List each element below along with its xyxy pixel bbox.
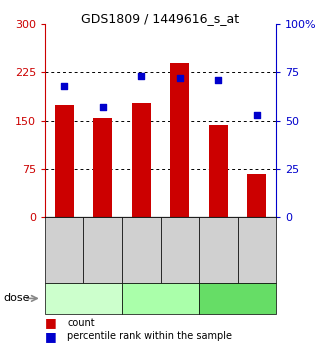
Text: ■: ■	[45, 316, 57, 329]
Text: 0.5 ug/ml: 0.5 ug/ml	[214, 294, 261, 303]
Point	[216, 77, 221, 83]
Text: count: count	[67, 318, 95, 327]
Point	[139, 73, 144, 79]
Text: GSM88334: GSM88334	[60, 229, 69, 271]
Text: ■: ■	[45, 330, 57, 343]
Bar	[55, 105, 74, 217]
Bar	[132, 103, 151, 217]
Bar	[170, 63, 189, 217]
Text: GDS1809 / 1449616_s_at: GDS1809 / 1449616_s_at	[82, 12, 239, 25]
Bar	[247, 174, 266, 217]
Bar	[209, 125, 228, 217]
Text: GSM88337: GSM88337	[98, 229, 107, 271]
Text: GSM88335: GSM88335	[137, 229, 146, 271]
Text: GSM88338: GSM88338	[175, 229, 184, 271]
Bar	[93, 118, 112, 217]
Text: dose: dose	[3, 294, 30, 303]
Point	[62, 83, 67, 89]
Text: GSM88336: GSM88336	[214, 229, 223, 271]
Text: 0.1 ug/ml: 0.1 ug/ml	[137, 294, 184, 303]
Point	[254, 112, 259, 118]
Text: percentile rank within the sample: percentile rank within the sample	[67, 332, 232, 341]
Point	[177, 76, 182, 81]
Text: GSM88339: GSM88339	[252, 229, 261, 271]
Point	[100, 105, 105, 110]
Text: control: control	[66, 294, 100, 303]
